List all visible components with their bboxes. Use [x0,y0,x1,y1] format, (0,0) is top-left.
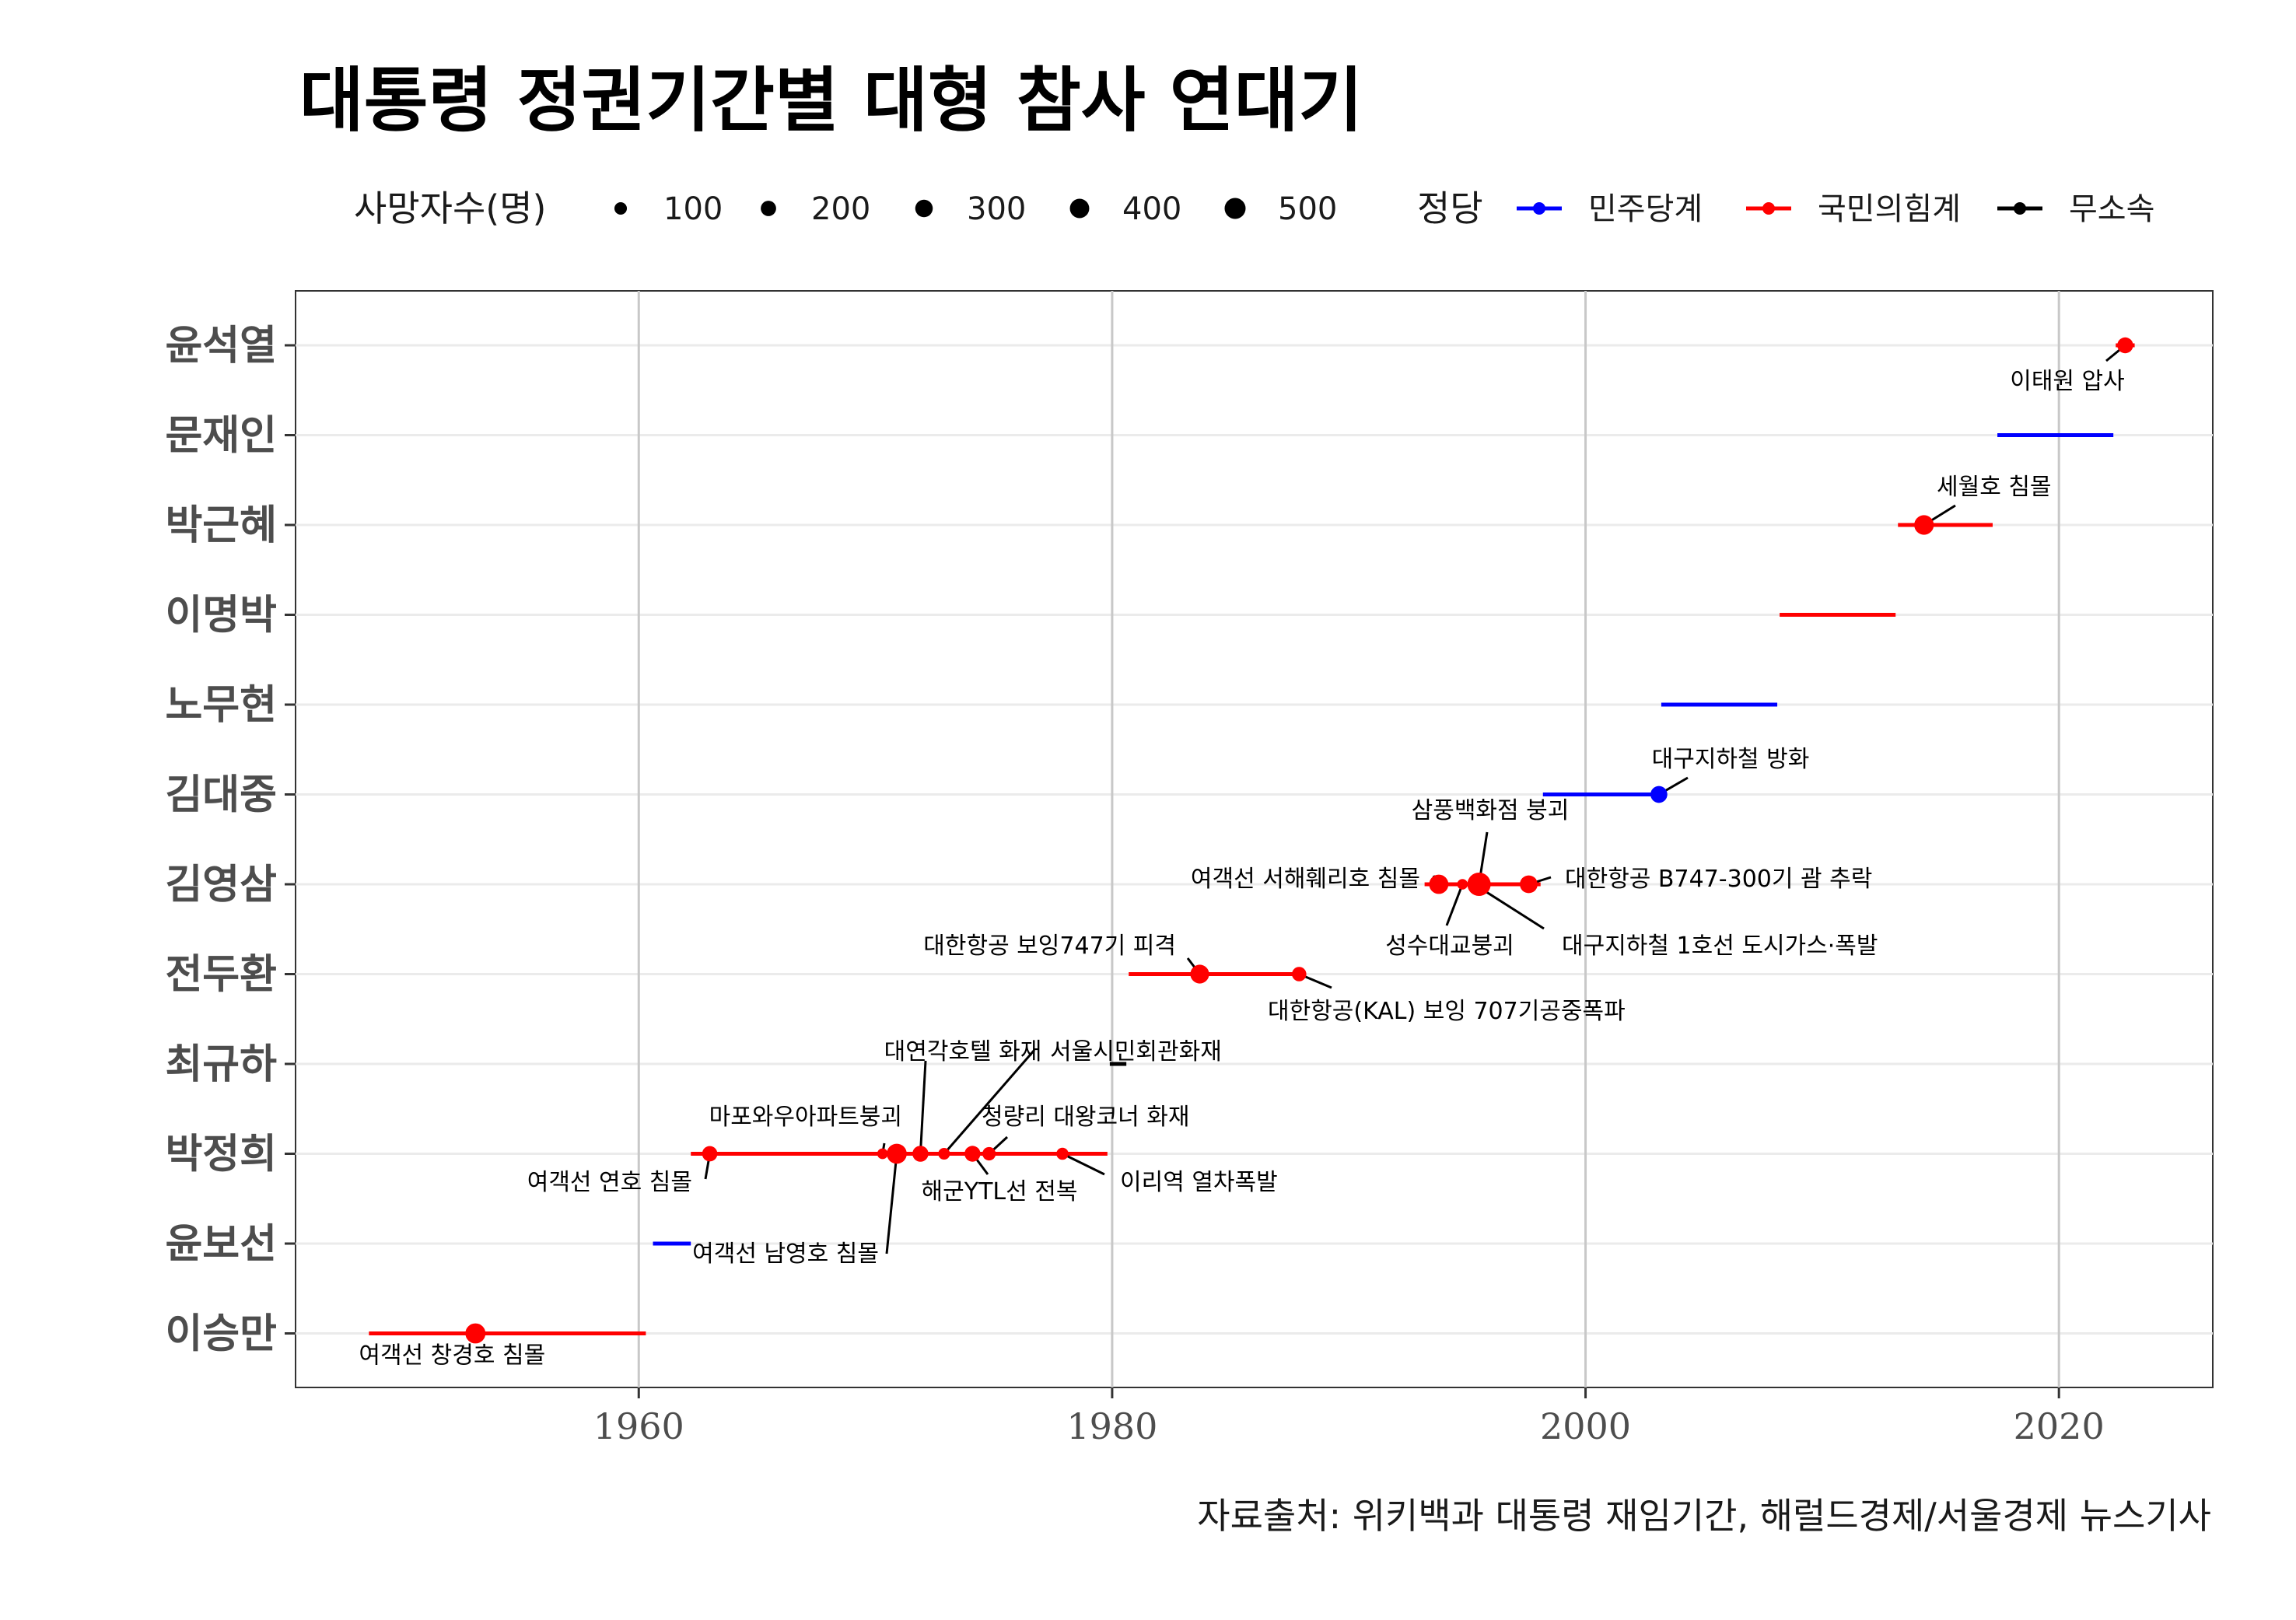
disaster-label: 삼풍백화점 붕괴 [1412,797,1570,824]
y-tick-label: 노무현 [165,681,277,729]
size-legend-label: 300 [967,191,1026,227]
x-tick-label: 1960 [593,1405,684,1447]
size-legend-key [1224,198,1246,219]
chart-caption: 자료출처: 위키백과 대통령 재임기간, 해럴드경제/서울경제 뉴스기사 [1197,1495,2211,1537]
disaster-label: 대한항공 B747-300기 괌 추락 [1565,866,1872,893]
disaster-point [964,1146,981,1162]
color-legend-key [1762,202,1775,215]
label-leader [943,1049,1036,1155]
disaster-label: 여객선 서해훼리호 침몰 [1191,866,1420,893]
chart-title: 대통령 정권기간별 대형 참사 연대기 [299,60,1363,142]
disaster-point [982,1146,996,1161]
disaster-point [465,1323,486,1344]
y-tick-label: 전두환 [165,951,277,999]
disaster-label: 대연각호텔 화재 [884,1038,1042,1065]
y-tick-label: 이명박 [165,592,277,639]
label-leader [919,1060,927,1154]
disaster-label: 여객선 연호 침몰 [527,1169,692,1196]
size-legend-label: 500 [1278,191,1337,227]
color-legend-label: 민주당계 [1588,191,1703,227]
disaster-point [912,1146,929,1162]
size-legend-key [761,201,776,216]
disaster-label: 마포와우아파트붕괴 [709,1104,902,1131]
disaster-point [1190,964,1209,984]
disaster-point [2117,337,2133,354]
disaster-point [877,1148,888,1160]
color-legend-label: 무소속 [2069,191,2154,227]
gridlines [296,291,2213,1387]
size-legend-label: 400 [1122,191,1181,227]
legend: 사망자수(명) 100 200 300 400 500 정당 민주당계 국민의힘계 무소속 [354,187,2154,229]
disaster-label: 대한항공(KAL) 보잉 707기공중폭파 [1268,998,1626,1025]
label-leader [1445,883,1464,926]
label-leaders [704,344,2126,1254]
disaster-label: 여객선 창경호 침몰 [359,1342,545,1370]
disaster-point [1292,967,1307,981]
plot-panel [295,290,2214,1388]
disaster-point [702,1146,718,1162]
disaster-point [1914,515,1934,535]
disaster-point [1650,786,1668,803]
x-tick-label: 1980 [1066,1405,1157,1447]
disaster-labels: 여객선 창경호 침몰 여객선 남영호 침몰 여객선 연호 침몰 마포와우아파트붕괴 대연… [359,368,2124,1370]
color-legend-title: 정당 [1417,187,1483,229]
disaster-label: 대한항공 보잉747기 피격 [923,932,1176,960]
color-legend-key [1533,202,1545,215]
disaster-label: 이태원 압사 [2010,368,2125,395]
y-tick-label: 김대중 [165,772,277,819]
y-tick-label: 문재인 [165,412,277,460]
disaster-label: 성수대교붕괴 [1385,932,1514,960]
label-leader [1062,1153,1105,1176]
disaster-label: 대구지하철 1호선 도시가스·폭발 [1562,932,1878,960]
disaster-point [1056,1147,1069,1160]
disaster-point [1429,874,1449,894]
size-legend-label: 100 [663,191,723,227]
disaster-label: 세월호 침몰 [1937,474,2052,501]
disaster-label: 서울시민회관화재 [1050,1038,1222,1065]
x-tick-label: 2020 [2014,1405,2105,1447]
color-legend-label: 국민의힘계 [1818,191,1961,227]
x-tick-label: 2000 [1540,1405,1631,1447]
size-legend-key [614,201,628,215]
disaster-points [465,337,2133,1344]
y-tick-label: 김영삼 [165,861,277,908]
label-leader [885,1153,898,1254]
disaster-label: 청량리 대왕코너 화재 [982,1104,1189,1131]
disaster-label: 이리역 열차폭발 [1120,1169,1278,1196]
disaster-label: 여객선 남영호 침몰 [692,1240,879,1268]
disaster-label: 해군YTL선 전복 [922,1178,1078,1205]
disaster-point [938,1147,950,1160]
disaster-label: 대구지하철 방화 [1652,746,1810,773]
axes: 이승만 윤보선 박정희 최규하 전두환 김영삼 김대중 노무현 이명박 박근혜 문재인 윤석열 1960… [165,322,2104,1447]
y-tick-label: 박정희 [165,1131,277,1178]
disaster-point [1520,875,1538,894]
size-legend-label: 200 [811,191,870,227]
y-tick-label: 최규하 [165,1041,277,1088]
y-tick-label: 윤보선 [165,1220,277,1268]
size-legend-key [915,199,933,218]
size-legend-title: 사망자수(명) [354,187,547,229]
color-legend-key [2014,202,2026,215]
y-tick-label: 박근혜 [165,502,277,549]
y-tick-label: 이승만 [165,1310,277,1358]
size-legend-key [1069,198,1090,219]
y-tick-label: 윤석열 [165,322,277,369]
disaster-point [1457,879,1468,890]
disaster-point [1467,872,1491,897]
disaster-point [887,1143,907,1164]
